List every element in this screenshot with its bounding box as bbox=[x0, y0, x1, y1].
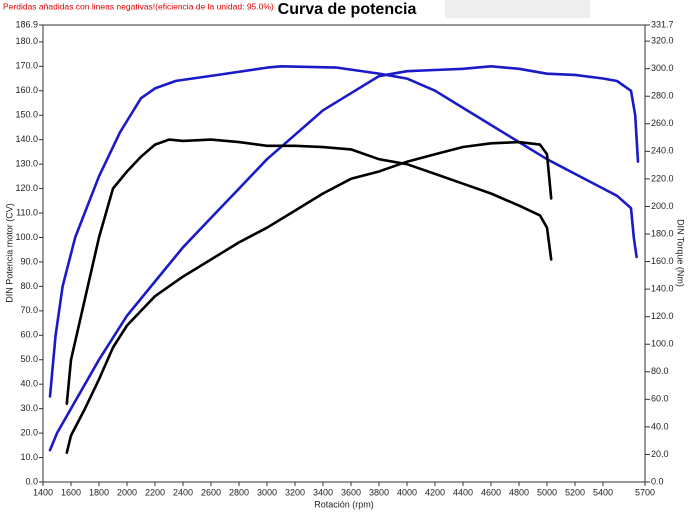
x-tick-label: 1600 bbox=[61, 487, 81, 497]
plot-frame bbox=[42, 24, 646, 483]
y2-tick-label: 140.0 bbox=[651, 283, 674, 293]
power-curve bbox=[48, 65, 640, 452]
x-tick-label: 4000 bbox=[397, 487, 417, 497]
y-axis-label: DIN Potencia motor (CV) bbox=[4, 203, 14, 303]
x-tick-label: 2800 bbox=[229, 487, 249, 497]
y-tick-label: 170.0 bbox=[15, 61, 38, 71]
y2-tick-label: 60.0 bbox=[651, 394, 669, 404]
y2-tick-label: 280.0 bbox=[651, 91, 674, 101]
y2-tick-label: 20.0 bbox=[651, 449, 669, 459]
y-tick-label: 120.0 bbox=[15, 183, 38, 193]
x-tick-label: 4800 bbox=[509, 487, 529, 497]
y-tick-label: 30.0 bbox=[20, 403, 38, 413]
y-tick-label: 60.0 bbox=[20, 330, 38, 340]
x-tick-label: 5700 bbox=[635, 487, 655, 497]
header-box bbox=[445, 0, 590, 18]
x-tick-label: 2000 bbox=[117, 487, 137, 497]
x-tick-label: 3400 bbox=[313, 487, 333, 497]
power-curve bbox=[65, 140, 553, 454]
y-tick-label: 40.0 bbox=[20, 379, 38, 389]
chart-subtitle: Perdidas añadidas con lineas negativas!(… bbox=[3, 1, 274, 11]
y-tick-label: 186.9 bbox=[15, 19, 38, 29]
y-tick-label: 0.0 bbox=[25, 476, 38, 486]
y-tick-label: 80.0 bbox=[20, 281, 38, 291]
y-tick-label: 130.0 bbox=[15, 159, 38, 169]
y-tick-label: 20.0 bbox=[20, 427, 38, 437]
x-tick-label: 3800 bbox=[369, 487, 389, 497]
y2-tick-label: 300.0 bbox=[651, 63, 674, 73]
y-tick-label: 100.0 bbox=[15, 232, 38, 242]
x-tick-label: 5000 bbox=[537, 487, 557, 497]
y2-tick-label: 80.0 bbox=[651, 366, 669, 376]
y-tick-label: 50.0 bbox=[20, 354, 38, 364]
chart-title: Curva de potencia bbox=[278, 1, 417, 18]
y2-tick-label: 320.0 bbox=[651, 35, 674, 45]
x-axis-label: Rotación (rpm) bbox=[314, 499, 374, 509]
y-tick-label: 160.0 bbox=[15, 85, 38, 95]
y2-tick-label: 260.0 bbox=[651, 118, 674, 128]
y2-tick-label: 100.0 bbox=[651, 339, 674, 349]
x-tick-label: 2200 bbox=[145, 487, 165, 497]
x-tick-label: 4600 bbox=[481, 487, 501, 497]
y-tick-label: 110.0 bbox=[16, 207, 38, 217]
x-tick-label: 4400 bbox=[453, 487, 473, 497]
y-tick-label: 150.0 bbox=[15, 110, 38, 120]
y2-tick-label: 120.0 bbox=[651, 311, 674, 321]
y2-tick-label: 0.0 bbox=[651, 476, 664, 486]
y2-tick-label: 160.0 bbox=[651, 256, 674, 266]
y-tick-label: 90.0 bbox=[20, 256, 38, 266]
x-tick-label: 3600 bbox=[341, 487, 361, 497]
y-tick-label: 70.0 bbox=[20, 305, 38, 315]
x-tick-label: 5400 bbox=[593, 487, 613, 497]
x-tick-label: 1400 bbox=[33, 487, 53, 497]
power-curve bbox=[65, 138, 553, 405]
x-tick-label: 2400 bbox=[173, 487, 193, 497]
y2-axis-label: DIN Torque (Nm) bbox=[676, 219, 686, 287]
y2-tick-label: 180.0 bbox=[651, 228, 674, 238]
y2-tick-label: 331.7 bbox=[651, 19, 674, 29]
x-tick-label: 4200 bbox=[425, 487, 445, 497]
y2-tick-label: 240.0 bbox=[651, 146, 674, 156]
y-tick-label: 180.0 bbox=[15, 36, 38, 46]
power-curve bbox=[48, 65, 638, 398]
x-tick-label: 2600 bbox=[201, 487, 221, 497]
y-tick-label: 10.0 bbox=[20, 452, 38, 462]
x-tick-label: 5200 bbox=[565, 487, 585, 497]
x-tick-label: 3000 bbox=[257, 487, 277, 497]
y-tick-label: 140.0 bbox=[15, 134, 38, 144]
y2-tick-label: 40.0 bbox=[651, 421, 669, 431]
x-tick-label: 1800 bbox=[89, 487, 109, 497]
x-tick-label: 3200 bbox=[285, 487, 305, 497]
y2-tick-label: 220.0 bbox=[651, 173, 674, 183]
y2-tick-label: 200.0 bbox=[651, 201, 674, 211]
